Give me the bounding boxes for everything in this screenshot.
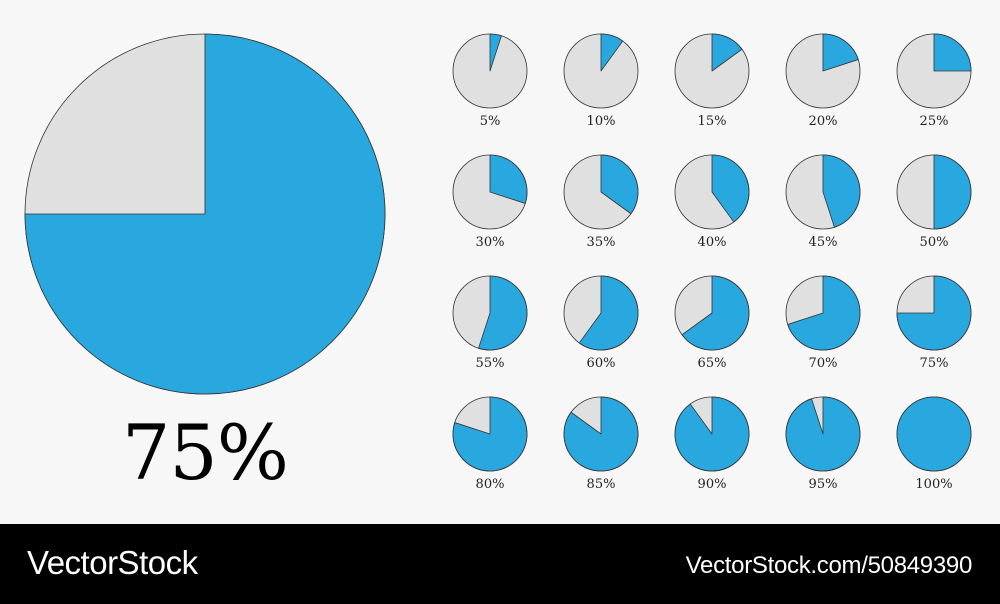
pie-label-15: 15%	[697, 114, 727, 129]
pie-item-100: 100%	[884, 391, 984, 513]
pie-label-85: 85%	[586, 477, 616, 492]
pie-item-40: 40%	[662, 149, 762, 271]
pie-label-60: 60%	[586, 356, 616, 371]
pie-label-95: 95%	[808, 477, 838, 492]
pie-100-filled-slice	[896, 396, 972, 472]
pie-item-45: 45%	[773, 149, 873, 271]
pie-item-85: 85%	[551, 391, 651, 513]
pie-item-75: 75%	[884, 270, 984, 392]
pie-item-90: 90%	[662, 391, 762, 513]
pie-15-filled-slice	[711, 33, 743, 72]
pie-chart-60	[563, 275, 639, 351]
pie-60-filled-slice	[578, 275, 639, 351]
pie-chart-90	[674, 396, 750, 472]
pie-chart-25	[896, 33, 972, 109]
pie-chart-80	[452, 396, 528, 472]
pie-75-filled-slice	[896, 275, 972, 351]
pie-label-100: 100%	[915, 477, 953, 492]
pie-label-55: 55%	[475, 356, 505, 371]
pie-chart-10	[563, 33, 639, 109]
pie-50-filled-slice	[933, 154, 972, 230]
main-pie-label: 75%	[122, 408, 289, 497]
pie-label-20: 20%	[808, 114, 838, 129]
pie-chart-100	[896, 396, 972, 472]
pie-label-45: 45%	[808, 235, 838, 250]
pie-label-80: 80%	[475, 477, 505, 492]
pie-chart-70	[785, 275, 861, 351]
pie-5-filled-slice	[489, 33, 502, 72]
pie-90-filled-slice	[674, 396, 750, 472]
pie-item-10: 10%	[551, 28, 651, 150]
pie-label-5: 5%	[479, 114, 501, 129]
pie-25-filled-slice	[933, 33, 972, 72]
pie-chart-50	[896, 154, 972, 230]
pie-chart-55	[452, 275, 528, 351]
pie-item-70: 70%	[773, 270, 873, 392]
pie-chart-5	[452, 33, 528, 109]
pie-55-filled-slice	[478, 275, 528, 351]
pie-chart-30	[452, 154, 528, 230]
pie-chart-15	[674, 33, 750, 109]
pie-chart-75	[896, 275, 972, 351]
pie-label-25: 25%	[919, 114, 949, 129]
pie-45-filled-slice	[822, 154, 861, 228]
footer-image-id: VectorStock.com/50849390	[685, 552, 973, 579]
pie-item-55: 55%	[440, 270, 540, 392]
pie-label-50: 50%	[919, 235, 949, 250]
pie-label-35: 35%	[586, 235, 616, 250]
pie-35-filled-slice	[600, 154, 639, 215]
pie-label-75: 75%	[919, 356, 949, 371]
pie-80-filled-slice	[452, 396, 528, 472]
pie-item-60: 60%	[551, 270, 651, 392]
pie-30-filled-slice	[489, 154, 528, 204]
pie-item-15: 15%	[662, 28, 762, 150]
pie-item-95: 95%	[773, 391, 873, 513]
pie-chart-95	[785, 396, 861, 472]
pie-label-30: 30%	[475, 235, 505, 250]
pie-chart-45	[785, 154, 861, 230]
pie-chart-85	[563, 396, 639, 472]
pie-label-90: 90%	[697, 477, 727, 492]
pie-item-80: 80%	[440, 391, 540, 513]
pie-label-70: 70%	[808, 356, 838, 371]
pie-label-10: 10%	[586, 114, 616, 129]
pie-item-25: 25%	[884, 28, 984, 150]
pie-10-filled-slice	[600, 33, 624, 72]
pie-chart-40	[674, 154, 750, 230]
chart-area: 75% 5% 10% 15% 20% 25% 30% 35% 40% 45% 50% 55% 60% 6…	[24, 28, 1000, 498]
footer-brand-logo: VectorStock	[27, 544, 198, 581]
pie-item-5: 5%	[440, 28, 540, 150]
pie-20-filled-slice	[822, 33, 859, 72]
percentage-pie-grid: 5% 10% 15% 20% 25% 30% 35% 40% 45% 50% 55% 60% 65% 70…	[440, 28, 1000, 498]
pie-85-filled-slice	[563, 396, 639, 472]
pie-chart-65	[674, 275, 750, 351]
footer-bar: VectorStock VectorStock.com/50849390	[0, 524, 1000, 604]
pie-chart-20	[785, 33, 861, 109]
pie-chart-35	[563, 154, 639, 230]
pie-40-filled-slice	[711, 154, 750, 223]
pie-65-filled-slice	[681, 275, 750, 351]
pie-item-35: 35%	[551, 149, 651, 271]
main-pie-filled-slice	[24, 33, 386, 395]
pie-item-65: 65%	[662, 270, 762, 392]
pie-70-filled-slice	[787, 275, 861, 351]
main-pie-chart	[24, 33, 386, 395]
pie-item-50: 50%	[884, 149, 984, 271]
pie-item-20: 20%	[773, 28, 873, 150]
pie-item-30: 30%	[440, 149, 540, 271]
pie-95-filled-slice	[785, 396, 861, 472]
pie-label-40: 40%	[697, 235, 727, 250]
pie-label-65: 65%	[697, 356, 727, 371]
